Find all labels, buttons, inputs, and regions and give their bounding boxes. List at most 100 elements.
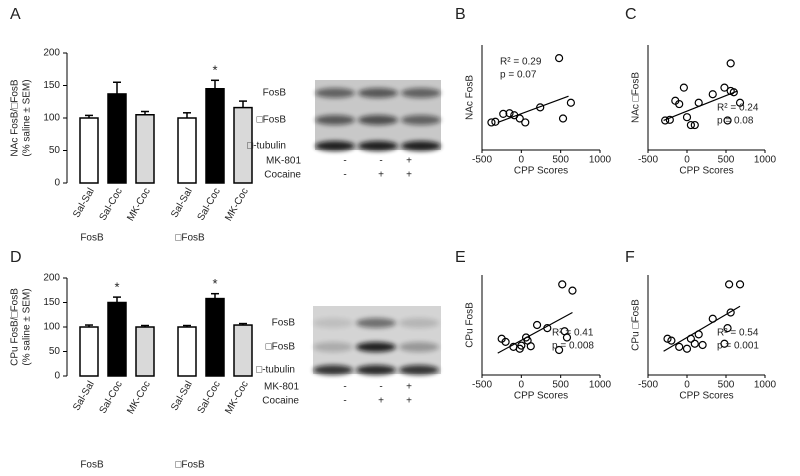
y-tick-label: 50 bbox=[49, 346, 61, 357]
point bbox=[554, 54, 564, 63]
point bbox=[663, 334, 672, 343]
bar bbox=[107, 93, 127, 184]
x-tick-label: Sal-Sal bbox=[71, 186, 97, 219]
y-tick-label: 100 bbox=[43, 113, 60, 124]
point bbox=[558, 280, 567, 289]
fit-line bbox=[663, 90, 738, 122]
y-axis-label: (% saline ± SEM) bbox=[22, 288, 33, 365]
point bbox=[682, 344, 692, 353]
band bbox=[399, 318, 439, 328]
stat-annotation: p = 0.07 bbox=[500, 70, 537, 81]
point bbox=[499, 109, 508, 119]
treatment-sign: + bbox=[406, 396, 412, 407]
treatment-sign: + bbox=[378, 170, 384, 181]
group-label: FosB bbox=[80, 460, 104, 471]
x-tick-label: 0 bbox=[519, 155, 525, 166]
stat-annotation: R² = 0.29 bbox=[500, 57, 542, 68]
band bbox=[358, 88, 398, 98]
point bbox=[735, 98, 745, 107]
band bbox=[401, 88, 441, 98]
fit-line bbox=[497, 311, 573, 354]
band bbox=[356, 318, 396, 328]
x-axis-label: CPP Scores bbox=[679, 391, 733, 402]
point bbox=[536, 103, 545, 112]
band bbox=[315, 88, 355, 98]
treatment-sign: - bbox=[379, 156, 382, 167]
x-tick-label: Sal-Sal bbox=[169, 379, 195, 412]
point bbox=[562, 333, 572, 342]
band bbox=[313, 342, 353, 352]
y-tick-label: 0 bbox=[54, 178, 60, 189]
point bbox=[735, 280, 745, 289]
treatment-sign: + bbox=[406, 170, 412, 181]
y-tick-label: 200 bbox=[43, 48, 60, 59]
x-axis-label: CPP Scores bbox=[514, 166, 568, 177]
point bbox=[661, 116, 670, 125]
point bbox=[679, 83, 688, 92]
x-tick-label: 500 bbox=[718, 380, 735, 391]
point bbox=[675, 342, 684, 351]
y-axis-label: (% saline ± SEM) bbox=[22, 79, 33, 156]
x-tick-label: 500 bbox=[718, 155, 735, 166]
band-label: □FosB bbox=[266, 342, 296, 353]
bar bbox=[177, 117, 197, 184]
x-tick-label: 1000 bbox=[754, 155, 777, 166]
point bbox=[726, 59, 735, 68]
x-tick-label: 1000 bbox=[754, 380, 777, 391]
stat-annotation: p = 0.001 bbox=[717, 341, 759, 352]
x-tick-label: Sal-Coc bbox=[98, 379, 125, 415]
bar bbox=[107, 301, 127, 377]
panel-letter: A bbox=[10, 6, 21, 23]
point bbox=[698, 340, 707, 350]
point bbox=[675, 99, 684, 109]
x-tick-label: 1000 bbox=[589, 380, 612, 391]
bar bbox=[79, 326, 99, 377]
y-axis-label: NAc FosB/□FosB bbox=[10, 79, 21, 156]
band bbox=[401, 141, 441, 151]
point bbox=[690, 120, 699, 130]
band bbox=[358, 115, 398, 125]
point bbox=[723, 116, 732, 125]
point bbox=[566, 98, 575, 107]
point bbox=[505, 109, 514, 118]
band bbox=[356, 365, 396, 375]
x-tick-label: MK-Coc bbox=[223, 379, 251, 416]
x-tick-label: 500 bbox=[552, 155, 569, 166]
y-tick-label: 200 bbox=[43, 273, 60, 284]
significance-marker: * bbox=[114, 280, 119, 295]
panel-letter: F bbox=[625, 249, 635, 266]
band bbox=[399, 365, 439, 375]
x-tick-label: 1000 bbox=[589, 155, 612, 166]
y-tick-label: 150 bbox=[43, 297, 60, 308]
y-axis-label: NAc □FosB bbox=[631, 72, 642, 123]
point bbox=[558, 114, 568, 123]
band-label: FosB bbox=[263, 88, 287, 99]
treatment-label: Cocaine bbox=[264, 170, 301, 181]
x-tick-label: Sal-Coc bbox=[196, 186, 223, 222]
band-label: □-tubulin bbox=[247, 141, 286, 152]
treatment-sign: + bbox=[406, 156, 412, 167]
point bbox=[708, 90, 717, 99]
y-axis-label: CPu □FosB bbox=[631, 299, 642, 351]
point bbox=[554, 345, 564, 355]
y-tick-label: 50 bbox=[49, 145, 61, 156]
treatment-sign: - bbox=[343, 382, 346, 393]
group-label: □FosB bbox=[175, 233, 205, 244]
y-tick-label: 100 bbox=[43, 322, 60, 333]
point bbox=[682, 113, 692, 122]
stat-annotation: R² = 0.54 bbox=[717, 328, 759, 339]
x-tick-label: 0 bbox=[519, 380, 525, 391]
x-tick-label: -500 bbox=[638, 380, 658, 391]
point bbox=[729, 88, 738, 97]
fit-line bbox=[497, 95, 569, 124]
bar bbox=[177, 326, 197, 377]
panel-letter: B bbox=[455, 6, 466, 23]
point bbox=[725, 280, 734, 289]
stat-annotation: R² = 0.24 bbox=[717, 103, 759, 114]
treatment-label: MK-801 bbox=[264, 382, 299, 393]
bar bbox=[205, 88, 225, 184]
treatment-label: MK-801 bbox=[266, 156, 301, 167]
bar bbox=[79, 117, 99, 184]
x-tick-label: 0 bbox=[684, 155, 690, 166]
band bbox=[401, 115, 441, 125]
